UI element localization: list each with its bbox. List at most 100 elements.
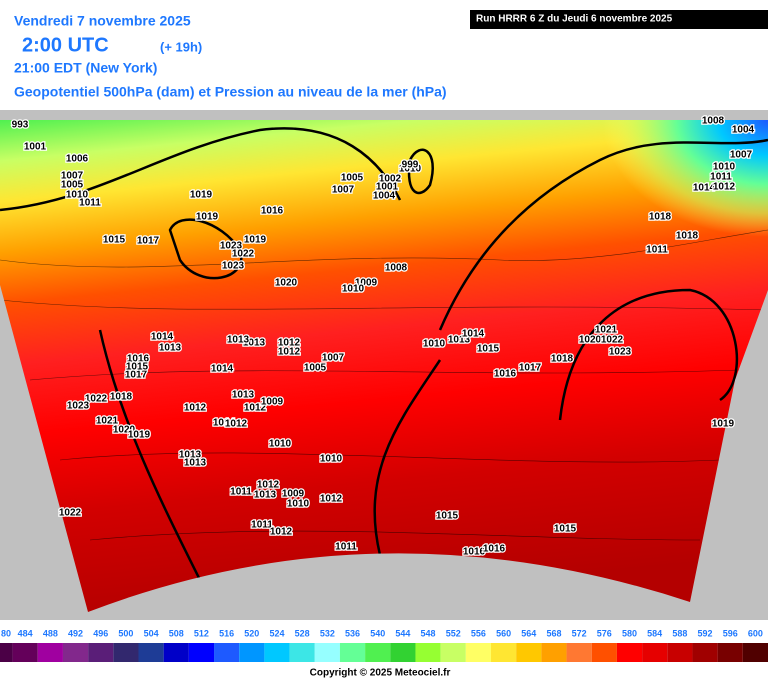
colorbar-swatch	[415, 643, 441, 662]
pressure-label: 1015	[103, 235, 126, 246]
pressure-label: 1010	[269, 439, 292, 450]
colorbar-label: 492	[68, 628, 83, 638]
pressure-label: 1014	[213, 418, 236, 429]
pressure-label: 1018	[649, 212, 672, 223]
colorbar-swatch	[62, 643, 89, 662]
colorbar-label: 576	[597, 628, 612, 638]
pressure-label: 1013	[232, 390, 255, 401]
subtitle: Geopotentiel 500hPa (dam) et Pression au…	[14, 84, 447, 100]
pressure-label: 1019	[128, 430, 151, 441]
offset: (+ 19h)	[160, 39, 202, 54]
colorbar-label: 556	[471, 628, 486, 638]
pressure-label: 1018	[676, 231, 699, 242]
colorbar-label: 572	[572, 628, 587, 638]
colorbar-label: 484	[18, 628, 33, 638]
pressure-label: 1010	[342, 284, 365, 295]
colorbar-label: 520	[244, 628, 259, 638]
colorbar-swatch	[742, 643, 768, 662]
pressure-label: 1011	[251, 520, 273, 531]
pressure-label: 1002	[379, 174, 402, 185]
colorbar-swatch	[541, 643, 567, 662]
colorbar-swatch	[214, 643, 240, 662]
pressure-label: 1013	[159, 343, 182, 354]
pressure-label: 1012	[244, 403, 267, 414]
colorbar-label: 528	[295, 628, 310, 638]
pressure-label: 999	[402, 160, 419, 171]
pressure-label: 1022	[85, 394, 108, 405]
pressure-label: 1004	[732, 125, 755, 136]
pressure-label: 1012	[270, 527, 293, 538]
pressure-label: 1013	[227, 335, 250, 346]
colorbar-swatch	[239, 643, 265, 662]
colorbar-label: 552	[446, 628, 461, 638]
colorbar-label: 600	[748, 628, 763, 638]
copyright: Copyright © 2025 Meteociel.fr	[310, 668, 451, 679]
contours	[0, 127, 768, 581]
colorbar-label: 588	[672, 628, 687, 638]
colorbar-label: 524	[269, 628, 284, 638]
pressure-label: 1001	[376, 182, 399, 193]
colorbar-swatch	[188, 643, 215, 662]
pressure-label: 1014	[693, 183, 716, 194]
colorbar-label: 500	[118, 628, 133, 638]
pressure-label: 1015	[126, 362, 149, 373]
colorbar-swatch	[138, 643, 164, 662]
colorbar-label: 508	[169, 628, 184, 638]
pressure-label: 993	[12, 120, 29, 131]
pressure-label: 1016	[494, 369, 517, 380]
colorbar-swatch	[566, 643, 592, 662]
colorbar-label: 488	[43, 628, 58, 638]
pressure-label: 1009	[282, 489, 305, 500]
colorbar-label: 80	[1, 628, 11, 638]
pressure-label: 1023	[220, 241, 243, 252]
colorbar-swatch	[365, 643, 391, 662]
colorbar-label: 516	[219, 628, 234, 638]
pressure-label: 1023	[67, 401, 90, 412]
pressure-label: 1015	[554, 524, 577, 535]
pressure-label: 1012	[278, 347, 301, 358]
colorbar-swatch	[591, 643, 617, 662]
colorbar-label: 580	[622, 628, 637, 638]
pressure-label: 1019	[712, 419, 735, 430]
pressure-label: 1005	[304, 363, 327, 374]
colorbar-swatch	[667, 643, 693, 662]
pressure-label: 1004	[373, 191, 396, 202]
height-field-cold	[400, 120, 768, 380]
pressure-label: 1014	[151, 332, 174, 343]
colorbar-swatch	[339, 643, 366, 662]
pressure-label: 1012	[278, 338, 301, 349]
pressure-label: 1020	[113, 425, 136, 436]
pressure-label: 1006	[66, 154, 89, 165]
pressure-label: 1014	[211, 364, 234, 375]
colorbar-label: 532	[320, 628, 335, 638]
date: Vendredi 7 novembre 2025	[14, 13, 191, 29]
pressure-label: 1010	[66, 190, 89, 201]
pressure-label: 1022	[232, 249, 255, 260]
colorbar: 80 484 488 492 496 500 504 508 512 516 520 524 528 53…	[0, 628, 768, 662]
pressure-label: 1008	[702, 116, 725, 127]
pressure-label: 1011	[230, 487, 252, 498]
pressure-label: 1011	[646, 245, 668, 256]
pressure-label: 1015	[436, 511, 459, 522]
pressure-label: 1010	[423, 339, 446, 350]
colorbar-swatch	[113, 643, 139, 662]
map	[0, 120, 768, 612]
colorbar-label: 568	[546, 628, 561, 638]
colorbar-swatch	[440, 643, 466, 662]
pressure-label: 1019	[244, 235, 267, 246]
colorbar-label: 504	[144, 628, 159, 638]
pressure-label: 1010	[287, 499, 310, 510]
colorbar-label: 540	[370, 628, 385, 638]
local-time: 21:00 EDT (New York)	[14, 60, 157, 76]
run-box	[470, 10, 768, 29]
pressure-label: 1012	[713, 182, 736, 193]
pressure-label: 1017	[125, 370, 148, 381]
pressure-label: 1019	[190, 190, 213, 201]
pressure-label: 1012	[184, 403, 207, 414]
pressure-label: 1013	[448, 335, 471, 346]
pressure-label: 1005	[341, 173, 364, 184]
pressure-label: 1007	[730, 150, 753, 161]
colorbar-swatch	[264, 643, 290, 662]
colorbar-swatch	[314, 643, 340, 662]
pressure-label: 1009	[355, 278, 378, 289]
